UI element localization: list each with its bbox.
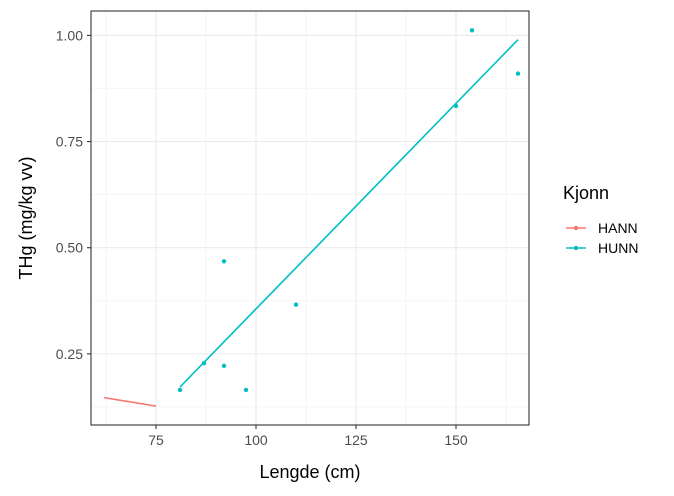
y-tick-label: 1.00 (56, 27, 83, 43)
fit-line-hunn (179, 39, 519, 388)
data-point-hunn (515, 71, 521, 76)
data-point-hunn (293, 302, 299, 307)
legend: Kjonn HANN HUNN (563, 183, 638, 256)
y-tick-label: 0.50 (56, 240, 83, 256)
fit-lines (103, 39, 519, 407)
legend-label-hann: HANN (598, 220, 638, 236)
x-axis: 75 100 125 150 (148, 425, 468, 448)
x-tick-label: 100 (244, 432, 268, 448)
y-tick-label: 0.25 (56, 346, 83, 362)
x-axis-title: Lengde (cm) (259, 462, 360, 482)
legend-items: HANN HUNN (566, 220, 638, 256)
data-point-hunn (201, 361, 207, 366)
fit-line-hann (103, 396, 157, 407)
y-tick-label: 0.75 (56, 134, 83, 150)
x-tick-label: 150 (444, 432, 468, 448)
legend-label-hunn: HUNN (598, 240, 638, 256)
data-points (177, 28, 521, 393)
data-point-hunn (243, 387, 249, 393)
x-tick-label: 125 (344, 432, 368, 448)
legend-key-point-hunn (573, 245, 579, 251)
y-axis: 0.25 0.50 0.75 1.00 (56, 27, 91, 362)
legend-title: Kjonn (563, 183, 609, 203)
data-point-hunn (221, 259, 227, 264)
grid-major (91, 11, 529, 425)
panel-border (90, 10, 530, 426)
plot-panel (90, 10, 530, 426)
data-point-hunn (469, 28, 475, 33)
x-tick-label: 75 (148, 432, 164, 448)
legend-key-point-hann (573, 225, 579, 231)
data-point-hunn (453, 103, 459, 109)
y-axis-title: THg (mg/kg vv) (16, 156, 36, 279)
data-point-hunn (177, 387, 183, 393)
data-point-hunn (221, 363, 227, 368)
